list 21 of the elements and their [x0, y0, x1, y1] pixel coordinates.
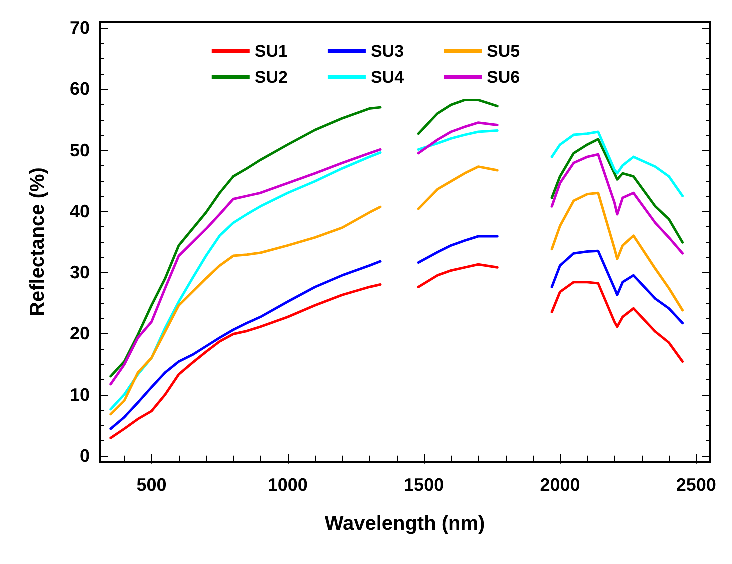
y-tick-label: 0 — [80, 446, 90, 466]
y-tick-label: 50 — [70, 140, 90, 160]
legend-label: SU3 — [370, 42, 404, 61]
y-tick-label: 40 — [70, 201, 90, 222]
x-tick-label: 1000 — [268, 475, 308, 495]
y-tick-label: 30 — [70, 262, 90, 283]
y-axis-title: Reflectance (%) — [27, 168, 49, 316]
x-tick-label: 2000 — [540, 475, 580, 495]
x-tick-label: 500 — [136, 475, 167, 495]
legend-label: SU4 — [370, 68, 405, 87]
y-tick-label: 70 — [70, 18, 90, 38]
y-tick-label: 10 — [70, 384, 90, 405]
x-tick-label: 2500 — [676, 475, 716, 495]
legend-label: SU6 — [487, 68, 520, 87]
y-tick-label: 20 — [70, 324, 90, 344]
legend-label: SU1 — [254, 42, 288, 61]
legend-label: SU5 — [487, 42, 520, 61]
legend-label: SU2 — [254, 68, 288, 87]
x-axis-title: Wavelength (nm) — [324, 513, 486, 535]
x-tick-label: 1500 — [404, 475, 444, 495]
y-tick-label: 60 — [70, 79, 90, 100]
